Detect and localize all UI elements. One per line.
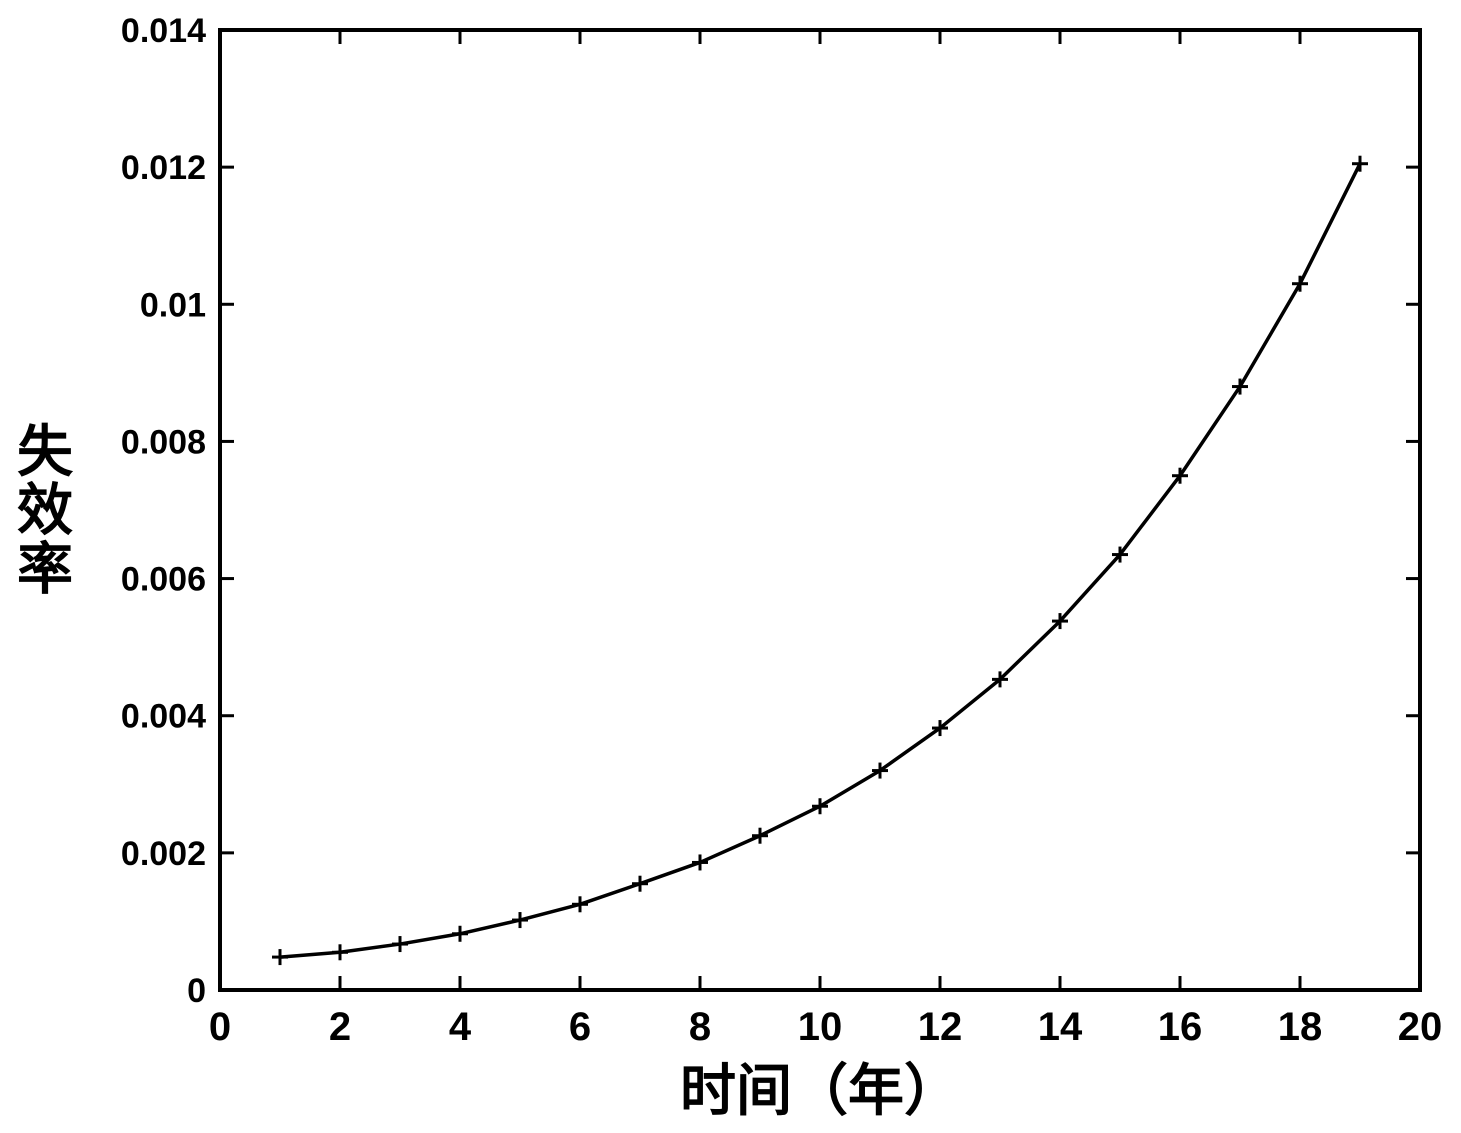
y-tick-label: 0	[187, 972, 206, 1010]
x-tick-label: 8	[689, 1005, 711, 1049]
line-chart: 0 2 4 6 8 10 12 14 16 18 20 0 0.002 0.004 0.006 0.008 0.…	[0, 0, 1461, 1133]
x-tick-label: 12	[918, 1005, 963, 1049]
x-tick-label: 10	[798, 1005, 843, 1049]
y-axis-label-char: 效	[17, 479, 73, 542]
x-tick-label: 2	[329, 1005, 351, 1049]
y-tick-label: 0.002	[121, 835, 206, 873]
x-tick-label: 14	[1038, 1005, 1083, 1049]
x-tick-label: 4	[449, 1005, 472, 1049]
y-tick-label: 0.01	[140, 286, 206, 324]
y-tick-label: 0.006	[121, 561, 206, 599]
y-tick-label: 0.004	[121, 698, 206, 736]
y-axis-label-char: 失	[17, 420, 74, 483]
plot-border	[220, 30, 1420, 990]
y-tick-label: 0.014	[121, 12, 206, 50]
y-tick-label: 0.012	[121, 149, 206, 187]
x-tick-label: 6	[569, 1005, 591, 1049]
x-tick-label: 0	[209, 1005, 231, 1049]
x-tick-label: 18	[1278, 1005, 1323, 1049]
x-tick-label: 20	[1398, 1005, 1443, 1049]
y-axis-label-char: 率	[17, 537, 73, 600]
chart-container: 0 2 4 6 8 10 12 14 16 18 20 0 0.002 0.004 0.006 0.008 0.…	[0, 0, 1461, 1133]
x-tick-label: 16	[1158, 1005, 1203, 1049]
x-axis-label: 时间（年）	[680, 1059, 960, 1122]
y-tick-label: 0.008	[121, 423, 206, 461]
